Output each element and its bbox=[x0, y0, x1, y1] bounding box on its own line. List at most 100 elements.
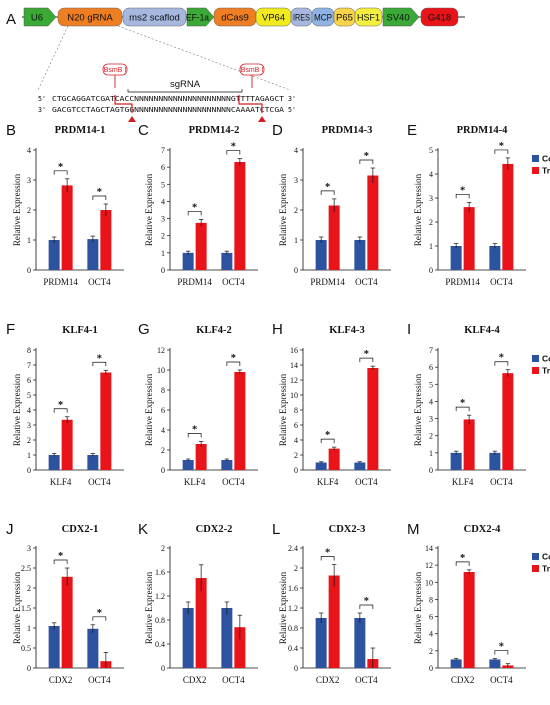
y-tick-label: 2 bbox=[429, 218, 433, 227]
panel-label-m: M bbox=[407, 521, 420, 538]
x-category-label: CDX2 bbox=[49, 675, 73, 685]
segment-label-ms2: ms2 scaflod bbox=[129, 13, 180, 24]
significance-bracket bbox=[320, 556, 335, 561]
segment-ef1a bbox=[186, 7, 215, 27]
y-tick-label: 5 bbox=[27, 391, 31, 400]
significance-bracket bbox=[455, 193, 470, 199]
y-tick-label: 0 bbox=[294, 664, 298, 673]
chart-title: PRDM14-1 bbox=[55, 125, 106, 136]
bar-treated bbox=[234, 627, 246, 668]
y-tick-label: 8 bbox=[294, 406, 298, 415]
y-tick-label: 3 bbox=[429, 194, 433, 203]
significance-star: * bbox=[499, 642, 504, 653]
bar-control bbox=[450, 246, 462, 270]
y-tick-label: 2.5 bbox=[21, 564, 31, 573]
chart-C: C PRDM14-2 Relative Expression 0 1 2 3 4 5 6 7 PRDM… bbox=[138, 122, 258, 287]
segment-label-dcas9: dCas9 bbox=[221, 13, 248, 24]
bar-control bbox=[87, 628, 99, 668]
y-axis-label: Relative Expression bbox=[144, 571, 154, 644]
y-tick-label: 3 bbox=[429, 415, 433, 424]
y-tick-label: 0.8 bbox=[155, 616, 165, 625]
significance-star: * bbox=[325, 548, 330, 559]
bar-control bbox=[315, 240, 327, 270]
y-tick-label: 4 bbox=[429, 170, 433, 179]
y-tick-label: 5 bbox=[161, 180, 165, 189]
bar-treated bbox=[195, 222, 207, 270]
sgrna-label: sgRNA bbox=[170, 79, 201, 90]
y-tick-label: 0 bbox=[161, 466, 165, 475]
significance-star: * bbox=[499, 353, 504, 364]
segment-label-n20: N20 gRNA bbox=[67, 13, 113, 24]
y-tick-label: 1 bbox=[27, 236, 31, 245]
x-category-label: OCT4 bbox=[355, 277, 378, 287]
significance-star: * bbox=[192, 202, 197, 213]
segment-g418 bbox=[420, 7, 459, 27]
chart-D: D PRDM14-3 Relative Expression 0 1 2 3 4 PRDM14 *… bbox=[272, 122, 391, 287]
bar-control bbox=[489, 659, 501, 668]
y-tick-label: 1.2 bbox=[155, 592, 165, 601]
x-category-label: OCT4 bbox=[88, 277, 111, 287]
y-tick-label: 2 bbox=[294, 564, 298, 573]
significance-star: * bbox=[499, 141, 504, 152]
y-tick-label: 10 bbox=[425, 578, 433, 587]
segment-label-ef1a: EF-1a bbox=[186, 13, 210, 24]
significance-bracket bbox=[92, 195, 107, 200]
cut-arrow-left bbox=[128, 116, 136, 122]
legend-swatch-treated bbox=[532, 167, 539, 174]
y-tick-label: 3 bbox=[27, 421, 31, 430]
bar-control bbox=[315, 618, 327, 668]
bar-treated bbox=[328, 575, 340, 668]
y-tick-label: 8 bbox=[161, 386, 165, 395]
y-tick-label: 0 bbox=[429, 664, 433, 673]
significance-star: * bbox=[97, 187, 102, 198]
y-tick-label: 2 bbox=[294, 451, 298, 460]
significance-star: * bbox=[460, 553, 465, 564]
sgrna-bracket bbox=[127, 89, 243, 93]
bar-control bbox=[48, 455, 60, 470]
x-category-label: OCT4 bbox=[222, 675, 245, 685]
significance-bracket bbox=[359, 604, 374, 609]
y-axis-label: Relative Expression bbox=[413, 571, 423, 644]
significance-star: * bbox=[97, 353, 102, 364]
y-tick-label: 10 bbox=[157, 366, 165, 375]
significance-star: * bbox=[58, 551, 63, 562]
panel-label-g: G bbox=[138, 321, 150, 338]
y-tick-label: 0.4 bbox=[155, 640, 165, 649]
x-category-label: OCT4 bbox=[222, 477, 245, 487]
chart-I: I KLF4-4 Relative Expression 0 1 2 3 4 5 6 7 KLF4 * O… bbox=[407, 321, 550, 487]
y-tick-label: 1 bbox=[429, 242, 433, 251]
y-tick-label: 2 bbox=[161, 544, 165, 553]
significance-bracket bbox=[455, 561, 470, 566]
y-axis-label: Relative Expression bbox=[144, 373, 154, 446]
significance-bracket bbox=[494, 361, 509, 366]
y-tick-label: 4 bbox=[429, 630, 433, 639]
x-category-label: OCT4 bbox=[222, 277, 245, 287]
y-tick-label: 6 bbox=[294, 421, 298, 430]
chart-title: CDX2-3 bbox=[329, 524, 366, 535]
y-tick-label: 2 bbox=[429, 647, 433, 656]
segment-u6 bbox=[23, 7, 57, 27]
zoom-line-left bbox=[37, 25, 69, 91]
y-tick-label: 7 bbox=[161, 146, 165, 155]
bar-control bbox=[87, 455, 99, 470]
legend-swatch-control bbox=[532, 553, 539, 560]
panel-label-j: J bbox=[6, 521, 14, 538]
y-tick-label: 2 bbox=[27, 584, 31, 593]
significance-star: * bbox=[364, 151, 369, 162]
five-prime-top: 5' bbox=[38, 95, 46, 103]
bar-treated bbox=[502, 373, 514, 470]
three-prime-bottom: 3' bbox=[38, 106, 46, 114]
significance-bracket bbox=[455, 406, 470, 412]
significance-bracket bbox=[494, 650, 509, 655]
bar-treated bbox=[195, 444, 207, 470]
y-tick-label: 0 bbox=[294, 466, 298, 475]
x-category-label: OCT4 bbox=[88, 675, 111, 685]
y-tick-label: 1 bbox=[27, 624, 31, 633]
y-axis-label: Relative Expression bbox=[12, 373, 22, 446]
y-tick-label: 3 bbox=[294, 176, 298, 185]
y-tick-label: 1 bbox=[429, 449, 433, 458]
significance-bracket bbox=[92, 361, 107, 367]
y-tick-label: 0 bbox=[294, 266, 298, 275]
bar-control bbox=[48, 240, 60, 270]
